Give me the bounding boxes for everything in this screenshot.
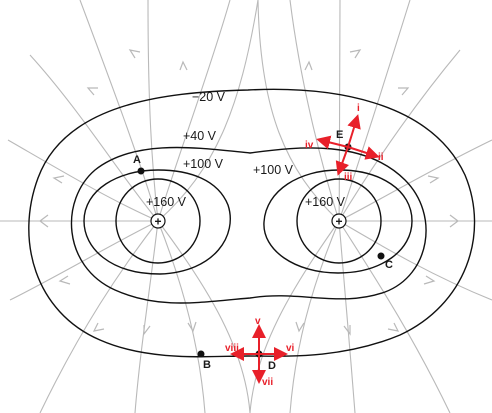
- equipotential-plus160-left: [115, 178, 201, 264]
- field-line: [289, 220, 340, 413]
- charge-left: +: [150, 213, 166, 229]
- label-plus100-right: +100 V: [253, 163, 294, 177]
- field-line: [157, 220, 251, 413]
- charge-right: +: [331, 213, 347, 229]
- point-C-label: C: [385, 259, 393, 271]
- field-line: [79, 0, 159, 222]
- vectors-at-D: [230, 324, 288, 384]
- label-plus160-left: +160 V: [146, 195, 187, 209]
- equipotential-minus20: [28, 88, 476, 358]
- field-line: [338, 220, 451, 413]
- field-line: [7, 139, 159, 222]
- vector-vi-label: vi: [286, 343, 295, 354]
- field-line: [289, 0, 340, 222]
- charge-left-symbol: +: [154, 215, 161, 229]
- label-plus160-right: +160 V: [305, 195, 346, 209]
- vector-iii-label: iii: [344, 172, 353, 183]
- field-line: [338, 220, 492, 301]
- vectors-at-E: [316, 114, 380, 176]
- vector-iv: [316, 135, 349, 150]
- vector-i: [347, 114, 361, 148]
- point-E-label: E: [336, 129, 343, 141]
- field-line: [257, 0, 340, 222]
- vector-iii: [335, 146, 349, 176]
- field-line: [9, 220, 159, 301]
- field-line: [147, 0, 159, 222]
- equipotential-plus40: [70, 146, 427, 304]
- label-minus20: −20 V: [192, 90, 226, 104]
- field-line: [134, 220, 159, 413]
- point-B-label: B: [203, 359, 211, 371]
- field-line: [338, 220, 356, 413]
- point-C: C: [377, 252, 393, 271]
- field-line: [338, 139, 492, 222]
- point-D-label: D: [268, 360, 276, 372]
- equipotential-plus100-right: [263, 169, 413, 274]
- vector-v-label: v: [255, 316, 261, 327]
- vector-vii-label: vii: [262, 377, 273, 388]
- equipotential-plus160-right: [296, 178, 382, 264]
- vector-iv-label: iv: [305, 140, 314, 151]
- label-plus40: +40 V: [183, 129, 217, 143]
- field-line: [249, 220, 340, 413]
- field-line: [338, 0, 411, 222]
- field-line: [338, 0, 341, 222]
- field-line: [157, 220, 206, 413]
- field-line: [29, 54, 159, 222]
- equipotential-lines: [28, 88, 476, 358]
- field-line: [338, 49, 461, 222]
- field-line: [157, 0, 259, 222]
- point-A: A: [133, 154, 145, 175]
- field-line: [157, 0, 231, 222]
- vector-ii: [347, 146, 380, 160]
- vector-ii-label: ii: [378, 152, 384, 163]
- label-plus100-left: +100 V: [183, 157, 224, 171]
- point-A-label: A: [133, 154, 141, 166]
- field-line: [39, 220, 159, 413]
- equipotential-plus100-left: [83, 169, 231, 275]
- vector-viii-label: viii: [225, 343, 239, 354]
- vector-i-label: i: [357, 103, 360, 114]
- point-B: B: [197, 350, 211, 371]
- charge-right-symbol: +: [335, 215, 342, 229]
